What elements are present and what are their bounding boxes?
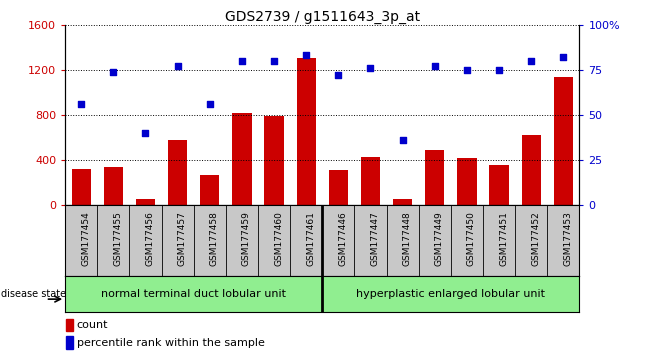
- Text: GSM177454: GSM177454: [81, 211, 90, 266]
- Point: [76, 101, 87, 107]
- Bar: [393, 199, 412, 205]
- Text: disease state: disease state: [1, 289, 66, 299]
- Bar: [168, 140, 187, 205]
- Text: GSM177451: GSM177451: [499, 211, 508, 266]
- Point: [526, 58, 536, 64]
- Text: GSM177455: GSM177455: [113, 211, 122, 266]
- Text: GSM177449: GSM177449: [435, 211, 444, 266]
- Bar: [297, 57, 316, 205]
- Point: [204, 101, 215, 107]
- Bar: [66, 336, 73, 349]
- Text: GSM177453: GSM177453: [563, 211, 572, 266]
- Point: [558, 55, 568, 60]
- Bar: [264, 116, 284, 205]
- Point: [237, 58, 247, 64]
- Text: GSM177452: GSM177452: [531, 211, 540, 266]
- Bar: [490, 165, 508, 205]
- Point: [397, 137, 408, 143]
- Text: percentile rank within the sample: percentile rank within the sample: [77, 338, 264, 348]
- Text: count: count: [77, 320, 108, 330]
- Point: [301, 53, 311, 58]
- Bar: [72, 169, 91, 205]
- Text: GSM177448: GSM177448: [402, 211, 411, 266]
- Point: [430, 63, 440, 69]
- Bar: [361, 157, 380, 205]
- Bar: [457, 158, 477, 205]
- Bar: [329, 170, 348, 205]
- Bar: [200, 175, 219, 205]
- Point: [365, 65, 376, 71]
- Title: GDS2739 / g1511643_3p_at: GDS2739 / g1511643_3p_at: [225, 10, 420, 24]
- Text: GSM177461: GSM177461: [306, 211, 315, 266]
- Text: GSM177460: GSM177460: [274, 211, 283, 266]
- Bar: [104, 167, 123, 205]
- Point: [108, 69, 118, 75]
- Point: [494, 67, 505, 73]
- Text: GSM177457: GSM177457: [178, 211, 187, 266]
- Point: [173, 63, 183, 69]
- Text: GSM177458: GSM177458: [210, 211, 219, 266]
- Bar: [521, 135, 541, 205]
- Bar: [553, 77, 573, 205]
- Point: [269, 58, 279, 64]
- Text: GSM177446: GSM177446: [339, 211, 348, 266]
- Bar: [136, 199, 155, 205]
- Text: hyperplastic enlarged lobular unit: hyperplastic enlarged lobular unit: [356, 289, 546, 299]
- Text: GSM177450: GSM177450: [467, 211, 476, 266]
- Bar: [232, 113, 251, 205]
- Text: GSM177456: GSM177456: [145, 211, 154, 266]
- Point: [333, 73, 344, 78]
- Bar: [66, 319, 73, 331]
- Text: GSM177459: GSM177459: [242, 211, 251, 266]
- Text: GSM177447: GSM177447: [370, 211, 380, 266]
- Text: normal terminal duct lobular unit: normal terminal duct lobular unit: [101, 289, 286, 299]
- Point: [462, 67, 472, 73]
- Point: [140, 130, 150, 136]
- Bar: [425, 150, 445, 205]
